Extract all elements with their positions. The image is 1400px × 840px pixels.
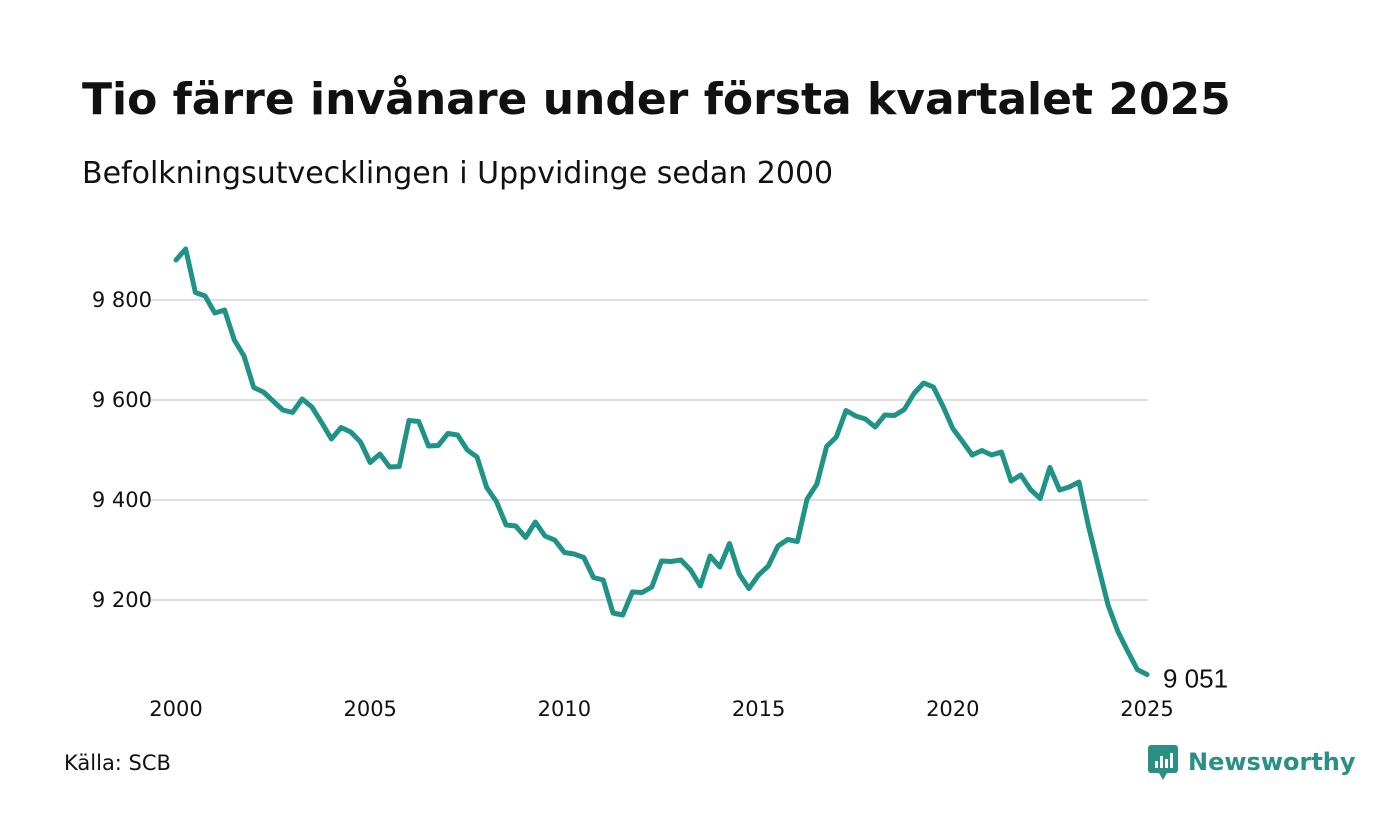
chart-subtitle: Befolkningsutvecklingen i Uppvidinge sed… (82, 156, 834, 191)
data-labels: 9 051 (1163, 664, 1228, 694)
x-tick-label: 2000 (149, 697, 202, 721)
y-tick-label: 9 800 (92, 288, 152, 312)
series-line (173, 246, 1150, 677)
x-tick-label: 2025 (1120, 697, 1173, 721)
x-tick-label: 2015 (732, 697, 785, 721)
x-tick-label: 2005 (343, 697, 396, 721)
source-note: Källa: SCB (64, 751, 171, 775)
x-axis: 2000 2005 2010 2015 2020 2025 (149, 697, 1173, 721)
series-layer (173, 246, 1150, 677)
end-value-label: 9 051 (1163, 664, 1228, 694)
brand-name: Newsworthy (1188, 748, 1356, 776)
chart-title: Tio färre invånare under första kvartale… (82, 74, 1231, 125)
brand-badge: Newsworthy (1148, 742, 1356, 782)
chart-speech-bubble-icon (1148, 745, 1178, 780)
y-tick-label: 9 200 (92, 588, 152, 612)
x-tick-label: 2020 (926, 697, 979, 721)
y-axis: 9 200 9 400 9 600 9 800 (92, 288, 152, 612)
x-tick-label: 2010 (538, 697, 591, 721)
line-chart: 9 200 9 400 9 600 9 800 2000 2005 2010 2015 202… (92, 246, 1228, 721)
gridlines (150, 299, 1148, 601)
y-tick-label: 9 400 (92, 488, 152, 512)
y-tick-label: 9 600 (92, 388, 152, 412)
